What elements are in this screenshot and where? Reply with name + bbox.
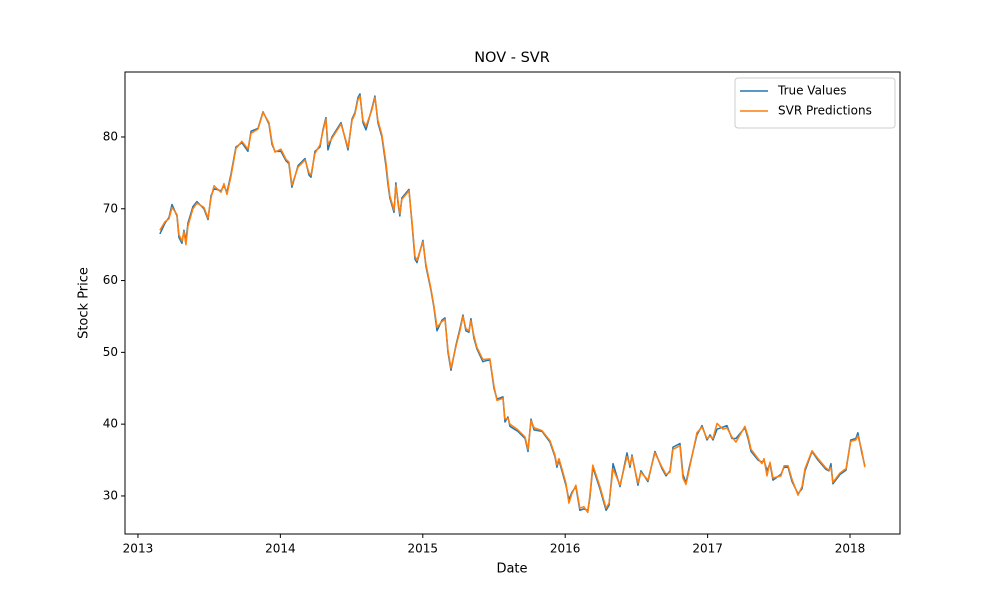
y-tick-label: 30: [103, 488, 118, 502]
chart-title: NOV - SVR: [474, 50, 550, 66]
plot-area: [159, 93, 866, 514]
axes-frame: [124, 71, 901, 535]
y-tick-label: 70: [103, 201, 118, 215]
legend-box: [734, 77, 896, 129]
series-line: [159, 95, 866, 514]
y-tick-label: 50: [103, 345, 118, 359]
y-tick-label: 80: [103, 129, 118, 143]
x-tick-label: 2015: [408, 542, 439, 556]
y-tick-label: 40: [103, 417, 118, 431]
y-axis-label: Stock Price: [77, 267, 92, 339]
legend-label: SVR Predictions: [778, 104, 872, 118]
x-tick-label: 2017: [692, 542, 723, 556]
x-axis-label: Date: [496, 562, 527, 577]
legend-label: True Values: [777, 84, 847, 98]
y-tick-label: 60: [103, 273, 118, 287]
x-tick-label: 2013: [123, 542, 154, 556]
x-tick-label: 2018: [835, 542, 866, 556]
x-tick-label: 2014: [265, 542, 296, 556]
x-tick-label: 2016: [550, 542, 581, 556]
